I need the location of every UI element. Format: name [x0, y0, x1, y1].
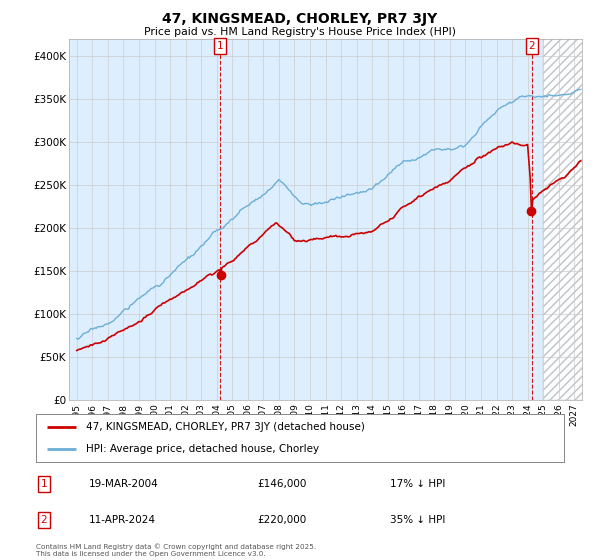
Text: 19-MAR-2004: 19-MAR-2004 — [89, 479, 158, 489]
Text: 17% ↓ HPI: 17% ↓ HPI — [390, 479, 445, 489]
Text: 1: 1 — [217, 41, 223, 51]
Text: £146,000: £146,000 — [258, 479, 307, 489]
Text: 11-APR-2024: 11-APR-2024 — [89, 515, 156, 525]
Text: 1: 1 — [41, 479, 47, 489]
Text: 47, KINGSMEAD, CHORLEY, PR7 3JY (detached house): 47, KINGSMEAD, CHORLEY, PR7 3JY (detache… — [86, 422, 365, 432]
Text: Contains HM Land Registry data © Crown copyright and database right 2025.
This d: Contains HM Land Registry data © Crown c… — [36, 544, 316, 557]
Text: 35% ↓ HPI: 35% ↓ HPI — [390, 515, 445, 525]
Text: 2: 2 — [41, 515, 47, 525]
Text: HPI: Average price, detached house, Chorley: HPI: Average price, detached house, Chor… — [86, 444, 319, 454]
Text: 47, KINGSMEAD, CHORLEY, PR7 3JY: 47, KINGSMEAD, CHORLEY, PR7 3JY — [163, 12, 437, 26]
Bar — [543, 39, 598, 400]
Text: £220,000: £220,000 — [258, 515, 307, 525]
Text: 2: 2 — [529, 41, 535, 51]
Text: Price paid vs. HM Land Registry's House Price Index (HPI): Price paid vs. HM Land Registry's House … — [144, 27, 456, 37]
